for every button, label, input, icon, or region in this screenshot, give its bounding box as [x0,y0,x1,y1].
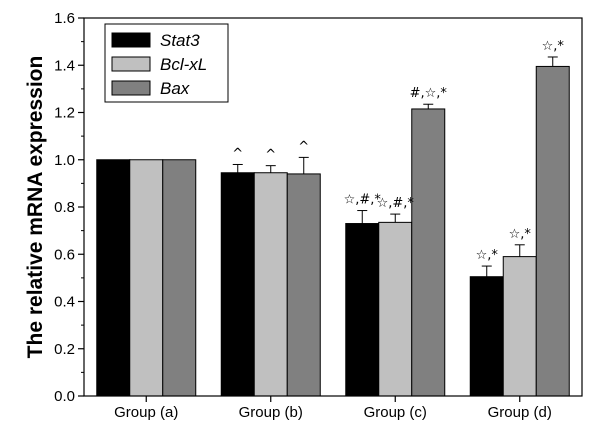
bar [469,276,504,397]
significance-label: ☆,* [476,248,499,263]
y-tick-label: 0.4 [54,294,75,311]
legend-swatch [111,56,151,72]
annotations-layer: ^ ^ ^ ☆,#,*☆,#,* #,☆,* ☆,* ☆,* ☆,* [232,39,564,263]
significance-label: ^ [232,146,243,161]
significance-label: ☆,#,* [344,193,382,208]
y-tick-label: 1.2 [54,105,75,122]
y-tick-label: 0.6 [54,246,75,263]
legend-label: Stat3 [160,31,200,50]
bar [162,159,197,397]
bar [345,223,380,397]
significance-label: #,☆,* [410,86,448,101]
significance-label: ☆,* [509,227,532,242]
x-tick-label: Group (d) [488,404,552,421]
y-tick-label: 0.0 [54,388,75,405]
legend-swatch [111,32,151,48]
y-tick-label: 1.6 [54,10,75,27]
y-axis: 0.0 0.2 0.4 0.6 0.8 1.0 1.2 1.4 1.6 [54,10,84,405]
bar [96,159,131,397]
bars-layer [96,65,570,397]
legend-label: Bax [160,79,190,98]
bar [378,221,413,397]
legend-swatch [111,80,151,96]
bar [411,108,446,397]
significance-label: ☆,* [542,39,565,54]
significance-label: ☆,#,* [377,196,415,211]
bar [286,173,321,397]
bar [220,172,255,397]
significance-label: ^ [265,148,276,163]
y-axis-label: The relative mRNA expression [24,56,47,359]
x-tick-label: Group (a) [114,404,178,421]
y-tick-label: 1.4 [54,57,75,74]
y-tick-label: 0.8 [54,199,75,216]
legend: Stat3 Bcl-xL Bax [104,23,229,103]
x-tick-label: Group (c) [364,404,427,421]
bar [502,256,537,397]
y-tick-label: 0.2 [54,341,75,358]
bar [129,159,164,397]
legend-label: Bcl-xL [160,55,207,74]
x-axis: Group (a) Group (b) Group (c) Group (d) [114,396,552,421]
y-tick-label: 1.0 [54,152,75,169]
x-tick-label: Group (b) [239,404,303,421]
significance-label: ^ [298,139,309,154]
bar [253,172,288,397]
bar [535,65,570,397]
error-bars-layer [232,56,558,277]
